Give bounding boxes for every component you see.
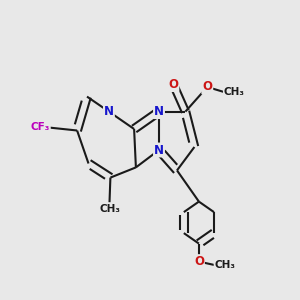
Text: CH₃: CH₃	[99, 204, 120, 214]
Text: N: N	[154, 143, 164, 157]
Text: N: N	[104, 105, 114, 118]
Text: O: O	[202, 80, 212, 94]
Text: CH₃: CH₃	[214, 260, 236, 270]
Text: CF₃: CF₃	[31, 122, 50, 133]
Text: N: N	[154, 105, 164, 118]
Text: O: O	[168, 78, 178, 91]
Text: O: O	[194, 255, 204, 268]
Text: CH₃: CH₃	[224, 87, 245, 98]
